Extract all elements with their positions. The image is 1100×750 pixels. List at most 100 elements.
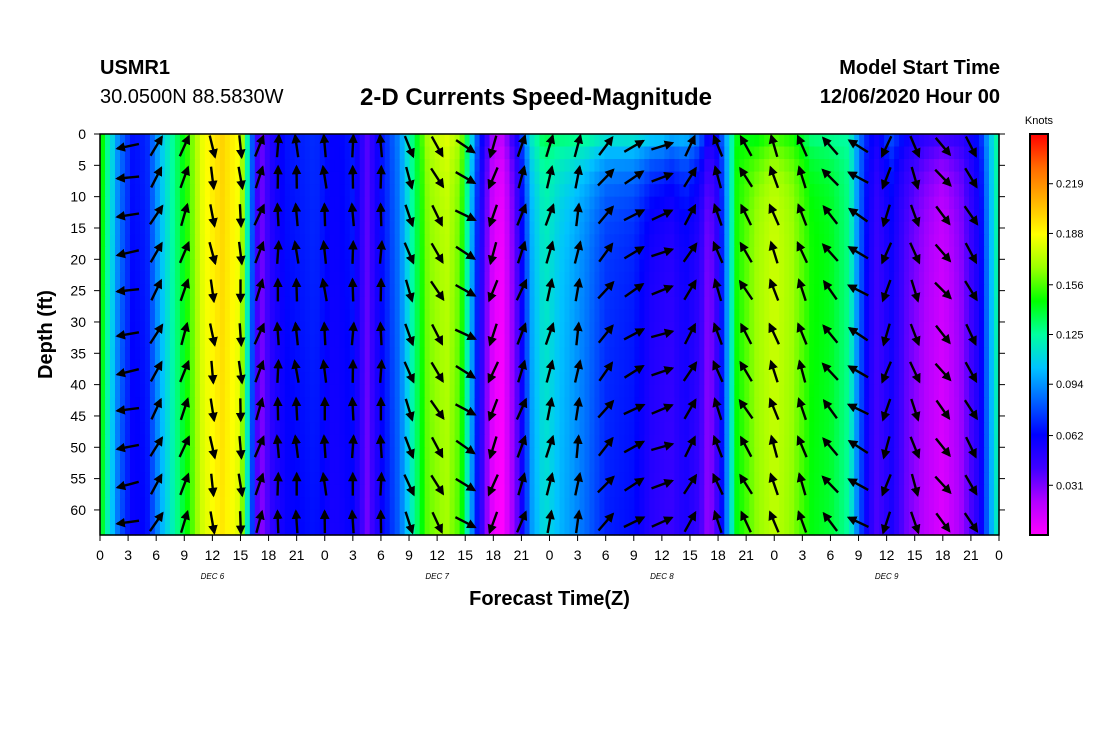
heatmap-cell — [644, 159, 650, 173]
heatmap-cell — [329, 321, 336, 336]
heatmap-cell — [279, 309, 286, 323]
heatmap-cell — [419, 259, 426, 273]
heatmap-cell — [674, 321, 680, 336]
heatmap-cell — [544, 209, 551, 223]
heatmap-cell — [424, 334, 431, 348]
heatmap-cell — [139, 434, 146, 448]
heatmap-cell — [314, 246, 321, 260]
heatmap-cell — [869, 234, 875, 248]
heatmap-cell — [764, 372, 770, 386]
heatmap-cell — [994, 384, 1000, 398]
heatmap-cell — [389, 397, 396, 411]
heatmap-cell — [369, 146, 376, 160]
heatmap-cell — [949, 221, 955, 235]
heatmap-cell — [694, 221, 700, 235]
heatmap-cell — [939, 397, 945, 411]
heatmap-cell — [524, 259, 531, 273]
heatmap-cell — [389, 134, 396, 148]
heatmap-cell — [499, 372, 506, 386]
heatmap-cell — [409, 209, 416, 223]
heatmap-cell — [714, 459, 720, 473]
heatmap-cell — [409, 234, 416, 248]
heatmap-cell — [994, 259, 1000, 273]
heatmap-cell — [789, 246, 795, 260]
heatmap-cell — [104, 134, 111, 148]
heatmap-cell — [324, 284, 331, 298]
heatmap-cell — [969, 434, 975, 448]
heatmap-cell — [434, 309, 441, 323]
heatmap-cell — [829, 334, 835, 348]
heatmap-cell — [499, 384, 506, 398]
heatmap-cell — [239, 209, 246, 223]
heatmap-cell — [144, 271, 151, 285]
heatmap-cell — [504, 321, 511, 336]
heatmap-cell — [689, 271, 695, 285]
heatmap-cell — [499, 409, 506, 423]
heatmap-cell — [889, 196, 895, 210]
heatmap-cell — [709, 246, 715, 260]
heatmap-cell — [734, 159, 740, 173]
heatmap-cell — [264, 321, 271, 336]
heatmap-cell — [789, 171, 795, 185]
heatmap-cell — [189, 472, 196, 486]
heatmap-cell — [234, 159, 241, 173]
heatmap-cell — [614, 134, 621, 148]
heatmap-cell — [784, 372, 790, 386]
heatmap-cell — [384, 434, 391, 448]
heatmap-cell — [489, 422, 496, 436]
heatmap-cell — [264, 459, 271, 473]
heatmap-cell — [204, 246, 211, 260]
heatmap-cell — [774, 271, 780, 285]
heatmap-cell — [844, 334, 850, 348]
heatmap-cell — [119, 359, 126, 373]
heatmap-cell — [794, 447, 800, 461]
heatmap-cell — [509, 334, 516, 348]
heatmap-cell — [919, 372, 925, 386]
heatmap-cell — [704, 296, 710, 311]
heatmap-cell — [779, 284, 785, 298]
heatmap-cell — [189, 372, 196, 386]
heatmap-cell — [249, 196, 256, 210]
heatmap-cell — [499, 321, 506, 336]
heatmap-cell — [389, 196, 396, 210]
heatmap-cell — [589, 146, 596, 160]
heatmap-cell — [974, 184, 980, 198]
heatmap-cell — [479, 134, 486, 148]
heatmap-cell — [674, 159, 680, 173]
heatmap-cell — [229, 347, 236, 361]
heatmap-cell — [649, 321, 655, 336]
heatmap-cell — [314, 296, 321, 311]
heatmap-cell — [249, 434, 256, 448]
heatmap-cell — [774, 159, 780, 173]
heatmap-cell — [894, 347, 900, 361]
heatmap-cell — [939, 422, 945, 436]
heatmap-cell — [529, 171, 536, 185]
heatmap-cell — [474, 372, 481, 386]
heatmap-cell — [874, 209, 880, 223]
heatmap-cell — [529, 146, 536, 160]
heatmap-cell — [104, 472, 111, 486]
heatmap-cell — [524, 146, 531, 160]
heatmap-cell — [734, 234, 740, 248]
heatmap-cell — [724, 347, 730, 361]
heatmap-cell — [844, 447, 850, 461]
heatmap-cell — [684, 296, 690, 311]
heatmap-cell — [249, 146, 256, 160]
heatmap-cell — [989, 234, 995, 248]
heatmap-cell — [894, 146, 900, 160]
heatmap-cell — [649, 447, 655, 461]
heatmap-cell — [544, 184, 551, 198]
heatmap-cell — [829, 271, 835, 285]
heatmap-cell — [339, 134, 346, 148]
heatmap-cell — [589, 359, 596, 373]
heatmap-cell — [369, 209, 376, 223]
heatmap-cell — [449, 472, 456, 486]
heatmap-cell — [149, 309, 156, 323]
heatmap-cell — [374, 196, 381, 210]
heatmap-cell — [514, 146, 521, 160]
heatmap-cell — [884, 359, 890, 373]
heatmap-cell — [749, 246, 755, 260]
heatmap-cell — [809, 221, 815, 235]
heatmap-cell — [314, 472, 321, 486]
heatmap-cell — [874, 271, 880, 285]
